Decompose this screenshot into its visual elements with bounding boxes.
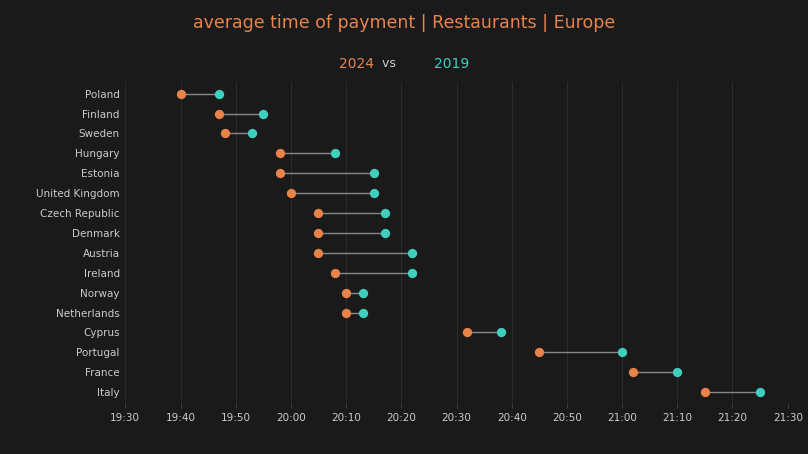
Point [461, 329, 474, 336]
Point [329, 269, 342, 276]
Point [246, 130, 259, 137]
Point [406, 249, 419, 257]
Point [218, 130, 231, 137]
Point [699, 389, 712, 396]
Point [284, 189, 297, 197]
Text: 2024: 2024 [339, 57, 374, 71]
Point [273, 150, 286, 157]
Point [356, 289, 369, 296]
Point [273, 170, 286, 177]
Point [213, 90, 225, 97]
Point [213, 110, 225, 117]
Point [339, 309, 352, 316]
Point [378, 209, 391, 217]
Point [378, 229, 391, 237]
Point [174, 90, 187, 97]
Point [533, 349, 546, 356]
Point [627, 369, 640, 376]
Point [406, 269, 419, 276]
Point [312, 209, 325, 217]
Point [367, 189, 380, 197]
Point [494, 329, 507, 336]
Point [329, 150, 342, 157]
Text: average time of payment | Restaurants | Europe: average time of payment | Restaurants | … [193, 14, 615, 32]
Point [367, 170, 380, 177]
Point [754, 389, 767, 396]
Point [616, 349, 629, 356]
Point [671, 369, 684, 376]
Point [312, 229, 325, 237]
Point [312, 249, 325, 257]
Point [339, 289, 352, 296]
Point [257, 110, 270, 117]
Point [356, 309, 369, 316]
Text: vs: vs [378, 57, 400, 70]
Text: 2019: 2019 [434, 57, 469, 71]
